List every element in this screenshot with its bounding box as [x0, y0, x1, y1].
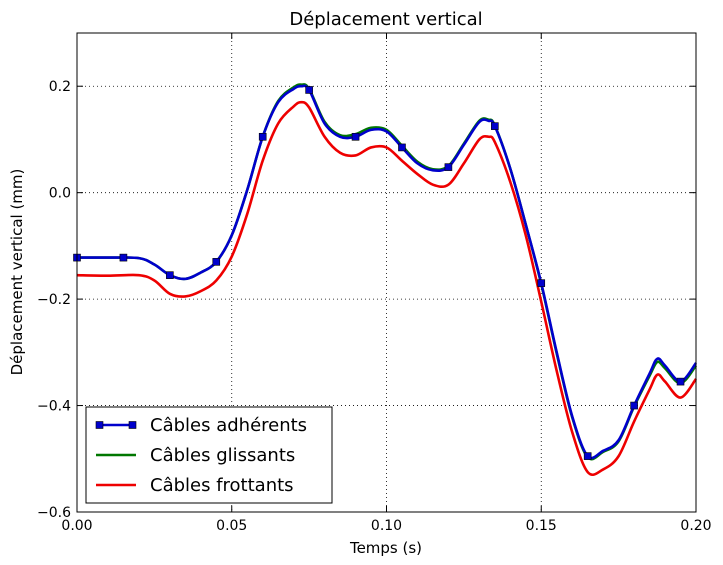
x-axis-ticks: 0.00 0.05 0.10 0.15 0.20: [61, 33, 712, 534]
y-axis-label: Déplacement vertical (mm): [8, 169, 26, 376]
y-axis-ticks: −0.6 −0.4 −0.2 0.0 0.2: [37, 79, 696, 521]
series-marker: [537, 279, 546, 287]
series-marker: [166, 271, 174, 279]
series-marker: [676, 377, 685, 386]
y-tick-label: 0.0: [49, 186, 71, 202]
legend-label-1: Câbles glissants: [150, 445, 295, 466]
x-tick-label: 0.10: [371, 518, 402, 534]
series-markers: [73, 86, 685, 460]
series-marker: [491, 122, 499, 130]
series-line-2: [76, 100, 698, 476]
legend: Câbles adhérents Câbles glissants Câbles f…: [85, 406, 333, 504]
legend-marker: [95, 421, 104, 429]
x-tick-label: 0.20: [680, 518, 711, 534]
y-tick-label: −0.4: [37, 399, 71, 415]
chart-title: Déplacement vertical: [289, 9, 482, 30]
legend-marker: [128, 421, 137, 429]
x-tick-label: 0.15: [526, 518, 557, 534]
series-marker: [258, 132, 267, 141]
series-marker: [630, 401, 638, 410]
legend-label-2: Câbles frottants: [150, 475, 294, 496]
series-marker: [444, 163, 453, 171]
series-marker: [305, 86, 313, 94]
y-tick-label: 0.2: [49, 79, 71, 95]
legend-label-0: Câbles adhérents: [150, 415, 307, 436]
y-tick-label: −0.6: [37, 505, 71, 521]
x-tick-label: 0.05: [216, 518, 247, 534]
series-marker: [119, 253, 128, 262]
x-tick-label: 0.00: [61, 518, 92, 534]
x-axis-label: Temps (s): [349, 539, 422, 557]
y-tick-label: −0.2: [37, 292, 71, 308]
series-marker: [212, 258, 221, 266]
series-marker: [583, 452, 592, 460]
series-marker: [351, 132, 360, 141]
series-marker: [398, 143, 406, 152]
